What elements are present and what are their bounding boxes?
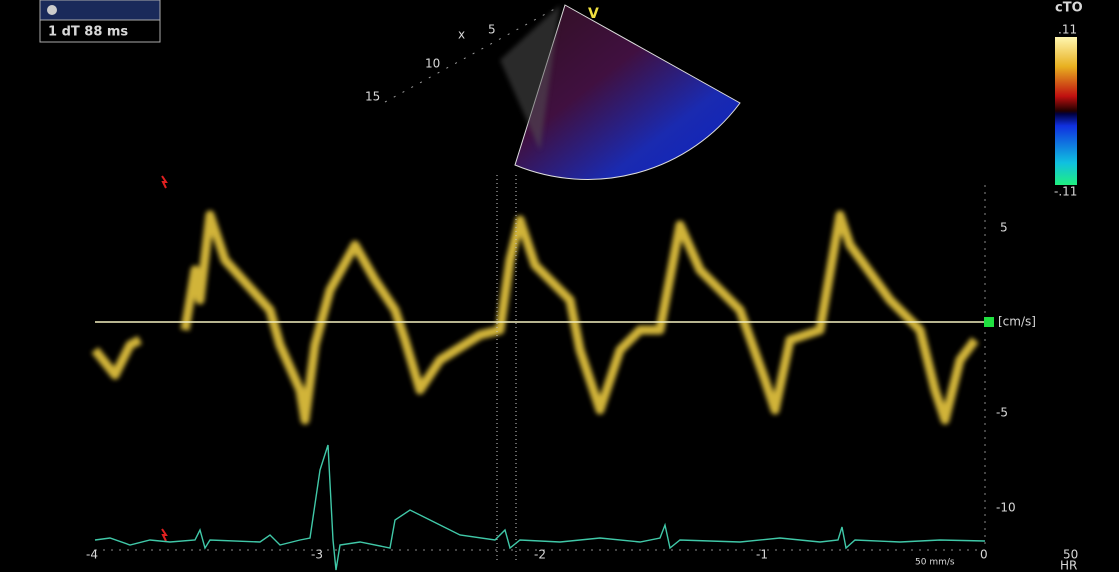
depth-label: 5 [488,23,496,37]
baseline-handle [984,317,994,327]
color-bar [1055,37,1077,185]
measurement: 1 dT 88 ms [48,25,128,40]
time-tick: -4 [86,548,98,562]
depth-label: 15 [365,90,380,104]
time-tick: -3 [311,548,323,562]
cursor: x [458,28,465,42]
icon [47,5,57,15]
map-label: cTO [1055,1,1083,16]
event-marker [162,176,166,188]
scale-max: .11 [1058,23,1077,37]
velocity-tick: 5 [1000,221,1008,235]
doppler-trace [95,215,975,420]
velocity-tick: -5 [996,406,1008,420]
time-tick: -2 [534,548,546,562]
sector-marker: V [588,6,599,22]
event-marker [162,529,166,541]
ultrasound-screen: 1 dT 88 ms V x 5 10 15 cTO .11 -.11 [cm/… [0,0,1119,572]
time-tick: 0 [980,548,988,562]
depth-label: 10 [425,57,440,71]
velocity-tick: -10 [996,501,1016,515]
heart-rate-label: HR [1060,559,1077,572]
page: {"header": {"measurement": "1 dT 88 ms",… [0,0,1119,572]
velocity-unit: [cm/s] [998,315,1036,329]
time-tick: -1 [756,548,768,562]
sweep-speed: 50 mm/s [915,558,955,568]
header-icons [40,0,160,20]
scale-min: -.11 [1054,185,1077,199]
